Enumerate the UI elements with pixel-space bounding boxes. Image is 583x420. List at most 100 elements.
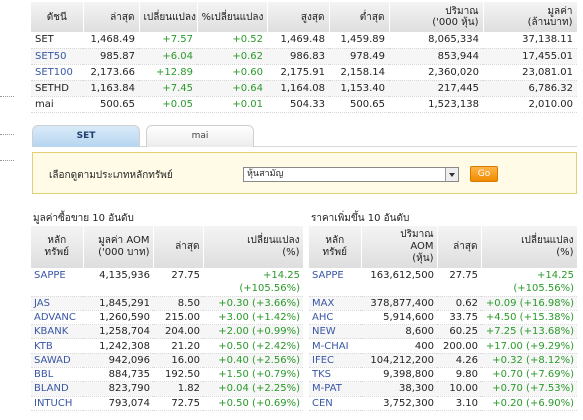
col-volume: ปริมาณ AOM (หุ้น) — [361, 226, 438, 268]
stock-change: +0.70 (+7.53%) — [481, 381, 577, 397]
stock-symbol[interactable]: CEN — [309, 396, 361, 411]
stock-aom: 1,242,308 — [83, 338, 153, 354]
index-name[interactable]: SET50 — [31, 48, 83, 65]
stock-symbol[interactable]: SAPPE — [34, 269, 66, 281]
index-volume: 8,065,334 — [389, 32, 483, 49]
col-index: ดัชนี — [31, 2, 84, 32]
stock-symbol[interactable]: TKS — [309, 367, 361, 383]
table-row: SET50 985.87 +6.04 +0.62 986.83 978.49 8… — [31, 48, 577, 65]
table-row: JAS 1,845,291 8.50 +0.30 (+3.66%) — [31, 296, 303, 311]
table-row: ADVANC 1,260,590 215.00 +3.00 (+1.42%) — [31, 310, 303, 326]
stock-symbol[interactable]: KTB — [31, 338, 83, 354]
stock-volume: 5,914,600 — [361, 310, 437, 326]
tab-set[interactable]: SET — [32, 125, 140, 147]
index-high: 986.83 — [267, 48, 329, 65]
stock-last: 192.50 — [153, 367, 203, 383]
col-security-line1: หลัก — [47, 235, 67, 246]
divider — [0, 160, 14, 161]
col-volume-unit: ('000 หุ้น) — [432, 17, 479, 28]
index-high: 1,164.08 — [267, 80, 329, 97]
stock-last: 0.62 — [437, 296, 481, 311]
stock-aom: 884,735 — [83, 367, 153, 383]
table-row: MAX 378,877,400 0.62 +0.09 (+16.98%) — [309, 296, 577, 311]
stock-symbol[interactable]: JAS — [31, 296, 83, 311]
index-name[interactable]: SETHD — [31, 80, 83, 97]
stock-change: +0.50 (+0.69%) — [203, 396, 303, 411]
chevron-down-icon[interactable] — [445, 168, 458, 181]
index-name[interactable]: mai — [31, 96, 83, 113]
col-aom: มูลค่า AOM ('000 บาท) — [83, 226, 154, 268]
col-change-line2: (%) — [282, 247, 300, 258]
stock-symbol[interactable]: IFEC — [309, 353, 361, 368]
security-type-select[interactable]: หุ้นสามัญ — [243, 167, 459, 182]
tab-mai[interactable]: mai — [146, 125, 254, 147]
index-name[interactable]: SET100 — [31, 64, 83, 81]
stock-aom: 793,074 — [83, 396, 153, 411]
index-change: +6.04 — [139, 48, 197, 65]
stock-last: 9.80 — [437, 367, 481, 383]
index-pct: +0.60 — [197, 64, 267, 81]
stock-symbol[interactable]: M-PAT — [309, 381, 361, 397]
security-type-filter: เลือกดูตามประเภทหลักทรัพย์ หุ้นสามัญ Go — [32, 152, 577, 194]
stock-change: +7.25 (+13.68%) — [481, 324, 577, 340]
col-high: สูงสุด — [267, 2, 330, 32]
index-low: 1,459.89 — [329, 32, 389, 49]
col-volume-line2: AOM — [410, 241, 434, 252]
stock-change: +0.50 (+2.42%) — [203, 338, 303, 354]
stock-change: +2.00 (+0.99%) — [203, 324, 303, 340]
stock-symbol[interactable]: INTUCH — [31, 396, 83, 411]
index-name[interactable]: SET — [31, 32, 83, 49]
security-type-value: หุ้นสามัญ — [247, 169, 284, 179]
stock-change: +14.25 — [262, 269, 300, 281]
stock-symbol[interactable]: M-CHAI — [309, 338, 361, 354]
stock-symbol[interactable]: BBL — [31, 367, 83, 383]
col-security: หลัก ทรัพย์ — [31, 226, 84, 268]
top-gainers-table: หลัก ทรัพย์ ปริมาณ AOM (หุ้น) ล่าสุด เปล… — [309, 226, 578, 411]
stock-symbol[interactable]: AHC — [309, 310, 361, 326]
stock-symbol[interactable]: BLAND — [31, 381, 83, 397]
index-table: ดัชนี ล่าสุด เปลี่ยนแปลง %เปลี่ยนแปลง สู… — [31, 2, 578, 113]
filter-label: เลือกดูตามประเภทหลักทรัพย์ — [49, 170, 173, 181]
stock-symbol[interactable]: MAX — [309, 296, 361, 311]
stock-symbol[interactable]: SAWAD — [31, 353, 83, 368]
index-change: +7.45 — [139, 80, 197, 97]
stock-change: +4.50 (+15.38%) — [481, 310, 577, 326]
stock-symbol[interactable]: KBANK — [31, 324, 83, 340]
stock-last: 8.50 — [153, 296, 203, 311]
stock-symbol[interactable]: ADVANC — [31, 310, 83, 326]
stock-last: 60.25 — [437, 324, 481, 340]
table-row: SAWAD 942,096 16.00 +0.40 (+2.56%) — [31, 353, 303, 368]
col-security-line1: หลัก — [325, 235, 345, 246]
stock-symbol[interactable]: NEW — [309, 324, 361, 340]
stock-change: +0.70 (+7.69%) — [481, 367, 577, 383]
stock-last: 10.00 — [437, 381, 481, 397]
stock-last: 204.00 — [153, 324, 203, 340]
stock-change: +0.04 (+2.25%) — [203, 381, 303, 397]
index-value: 6,786.32 — [483, 80, 577, 97]
table-row: KBANK 1,258,704 204.00 +2.00 (+0.99%) — [31, 324, 303, 340]
index-low: 500.65 — [329, 96, 389, 113]
index-low: 978.49 — [329, 48, 389, 65]
stock-change: +1.50 (+0.79%) — [203, 367, 303, 383]
stock-last: 215.00 — [153, 310, 203, 326]
stock-last: 21.20 — [153, 338, 203, 354]
stock-change-pct: (+105.56%) — [481, 282, 577, 297]
stock-change: +17.00 (+9.29%) — [481, 338, 577, 354]
table-row: SET100 2,173.66 +12.89 +0.60 2,175.91 2,… — [31, 64, 577, 81]
col-aom-line1: มูลค่า AOM — [98, 235, 150, 246]
table-row: SETHD 1,163.84 +7.45 +0.64 1,164.08 1,15… — [31, 80, 577, 97]
go-button[interactable]: Go — [470, 166, 498, 182]
index-pct: +0.01 — [197, 96, 267, 113]
stock-change: +0.30 (+3.66%) — [203, 296, 303, 311]
stock-last: 27.75 — [171, 269, 200, 281]
top-value-title: มูลค่าซื้อขาย 10 อันดับ — [33, 213, 134, 224]
index-last: 500.65 — [83, 96, 139, 113]
stock-symbol[interactable]: SAPPE — [312, 269, 344, 281]
table-row: mai 500.65 +0.05 +0.01 504.33 500.65 1,5… — [31, 96, 577, 113]
table-row: M-CHAI 400 200.00 +17.00 (+9.29%) — [309, 338, 577, 354]
table-row: NEW 8,600 60.25 +7.25 (+13.68%) — [309, 324, 577, 340]
index-high: 2,175.91 — [267, 64, 329, 81]
col-volume-line1: ปริมาณ — [400, 229, 434, 240]
stock-volume: 400 — [361, 338, 437, 354]
index-pct: +0.52 — [197, 32, 267, 49]
